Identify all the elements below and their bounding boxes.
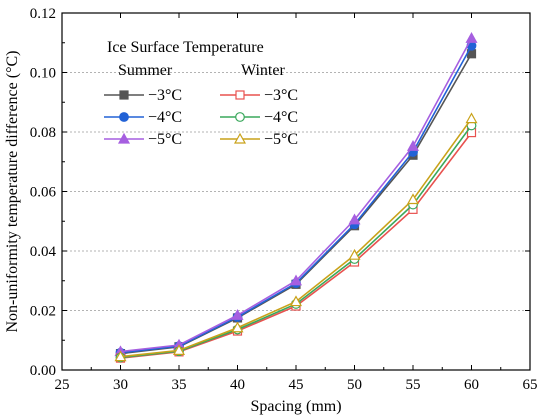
x-tick-label: 30 (113, 377, 128, 393)
legend-entry: −4°C (220, 109, 298, 126)
legend-label: −3°C (264, 87, 298, 104)
legend-marker (235, 90, 245, 100)
y-tick-label: 0.12 (30, 6, 56, 22)
series-winter-3 (115, 127, 477, 363)
legend-label: −3°C (148, 87, 182, 104)
data-point (231, 321, 244, 333)
data-point (465, 32, 478, 43)
series-winter-4 (115, 120, 477, 363)
series-group (114, 32, 478, 363)
legend-marker (119, 90, 129, 100)
x-tick-label: 45 (289, 377, 304, 393)
x-tick-label: 55 (406, 377, 421, 393)
legend-group-summer: Summer (118, 62, 173, 79)
x-tick-label: 65 (523, 377, 538, 393)
data-point (465, 112, 478, 124)
data-point (348, 248, 361, 260)
legend-label: −5°C (264, 131, 298, 148)
gridlines (62, 72, 530, 311)
x-tick-label: 35 (172, 377, 187, 393)
legend-label: −4°C (148, 109, 182, 126)
legend-title: Ice Surface Temperature (107, 39, 264, 56)
legend-entry: −3°C (104, 87, 182, 104)
series-line (120, 118, 473, 358)
series-line (120, 132, 473, 359)
data-point (289, 274, 303, 286)
data-point (114, 350, 127, 362)
series-line (120, 124, 473, 359)
legend-marker (233, 132, 247, 144)
y-axis-title: Non-uniformity temperature difference (°… (4, 51, 21, 333)
legend: Ice Surface Temperature Summer Winter −3°C −… (104, 39, 298, 148)
legend-marker (235, 112, 245, 122)
y-tick-label: 0.02 (30, 304, 56, 320)
x-axis-title: Spacing (mm) (250, 398, 341, 415)
data-point (406, 193, 420, 205)
y-tick-label: 0.10 (30, 66, 56, 82)
data-point (348, 213, 361, 225)
legend-label: −5°C (148, 131, 182, 148)
y-tick-label: 0.04 (30, 244, 57, 260)
x-tick-label: 50 (347, 377, 362, 393)
x-tick-label: 40 (230, 377, 245, 393)
data-point (289, 295, 303, 307)
legend-marker (119, 112, 129, 122)
legend-entry: −5°C (104, 131, 182, 148)
legend-label: −4°C (264, 109, 298, 126)
data-point (406, 140, 420, 151)
legend-group-winter: Winter (241, 62, 285, 79)
legend-entry: −4°C (104, 109, 182, 126)
legend-entry: −5°C (220, 131, 298, 148)
x-tick-label: 25 (55, 377, 70, 393)
data-point (172, 344, 186, 355)
y-tick-label: 0.08 (30, 125, 56, 141)
y-tick-label: 0.00 (30, 363, 56, 379)
legend-entry: −3°C (220, 87, 298, 104)
data-point (231, 309, 244, 320)
x-tick-label: 60 (464, 377, 479, 393)
y-tick-label: 0.06 (30, 185, 57, 201)
legend-marker (117, 132, 131, 144)
axes: 25 30 35 40 45 50 55 60 65 0.00 0.02 0.04 0.06 0.08 0.… (4, 6, 538, 415)
series-winter-5 (114, 112, 478, 362)
